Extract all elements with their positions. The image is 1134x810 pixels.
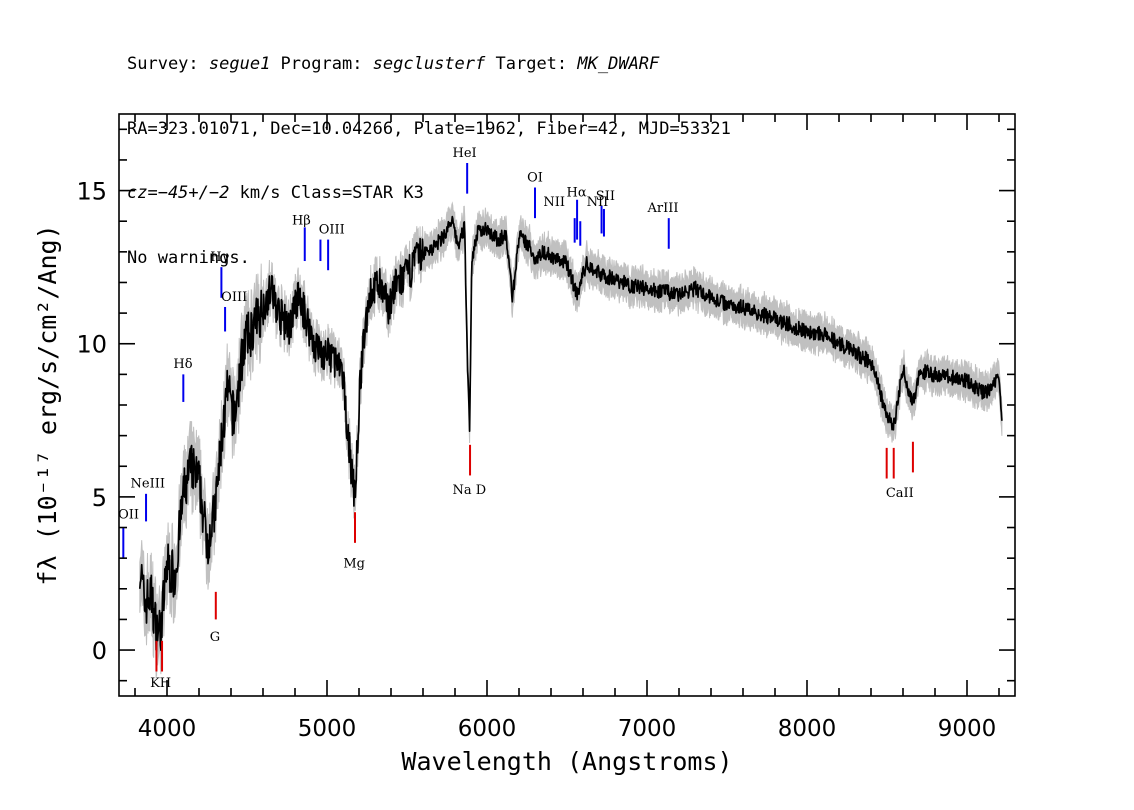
line-label: NeIII <box>131 477 165 492</box>
line-label: G <box>210 630 220 645</box>
axis-tick-labels: 4000 5000 6000 7000 8000 9000 0 5 10 15 <box>76 178 996 742</box>
line-label: Hδ <box>173 357 192 372</box>
x-tick-label: 4000 <box>138 716 197 742</box>
redshift-value: cz=−45+/−2 <box>127 183 230 203</box>
line-label: Mg <box>343 556 365 571</box>
line-label: NII <box>587 195 609 210</box>
x-tick-label: 8000 <box>778 716 837 742</box>
x-axis-label: Wavelength (Angstroms) <box>401 747 732 776</box>
spectrum-header: Survey: segue1 Program: segclusterf Targ… <box>127 11 731 291</box>
y-tick-label: 10 <box>76 331 107 359</box>
spectrum-line <box>138 215 1003 652</box>
line-label: ArIII <box>646 201 678 216</box>
survey-value: segue1 <box>208 54 271 74</box>
line-label: Hα <box>567 186 587 201</box>
line-label: NII <box>543 195 565 210</box>
y-tick-label: 0 <box>92 637 107 665</box>
line-label: OII <box>118 507 139 522</box>
x-tick-label: 9000 <box>938 716 997 742</box>
y-axis-label: fλ (10⁻¹⁷ erg/s/cm²/Ang) <box>33 224 62 585</box>
target-label: Target: <box>485 54 578 74</box>
header-line-1: Survey: segue1 Program: segclusterf Targ… <box>127 54 731 76</box>
y-tick-label: 15 <box>76 178 107 206</box>
line-label: Hβ <box>292 213 311 228</box>
program-value: segclusterf <box>372 54 486 74</box>
class-text: km/s Class=STAR K3 <box>229 183 424 203</box>
header-line-4: No warnings. <box>127 247 250 268</box>
program-label: Program: <box>270 54 373 74</box>
line-label: OIII <box>319 222 345 237</box>
line-label: CaII <box>886 486 914 501</box>
line-label: SII <box>596 189 615 204</box>
x-tick-label: 5000 <box>298 716 357 742</box>
line-label: Hγ <box>210 250 229 265</box>
line-label: KH <box>150 676 171 691</box>
header-line-3: cz=−45+/−2 km/s Class=STAR K3 <box>127 183 731 205</box>
axis-ticks <box>119 114 1015 696</box>
line-label: HeI <box>453 146 477 161</box>
line-label: Na D <box>453 483 487 498</box>
x-tick-label: 7000 <box>618 716 677 742</box>
survey-label: Survey: <box>127 54 209 74</box>
y-tick-label: 5 <box>92 484 107 512</box>
x-tick-label: 6000 <box>458 716 517 742</box>
spectrum-layer <box>138 215 1003 652</box>
header-line-2: RA=323.01071, Dec=10.04266, Plate=1962, … <box>127 118 731 139</box>
line-label: OIII <box>221 290 247 305</box>
line-marker-layer <box>122 163 914 672</box>
target-value: MK_DWARF <box>577 54 660 74</box>
line-label: OI <box>527 170 543 185</box>
